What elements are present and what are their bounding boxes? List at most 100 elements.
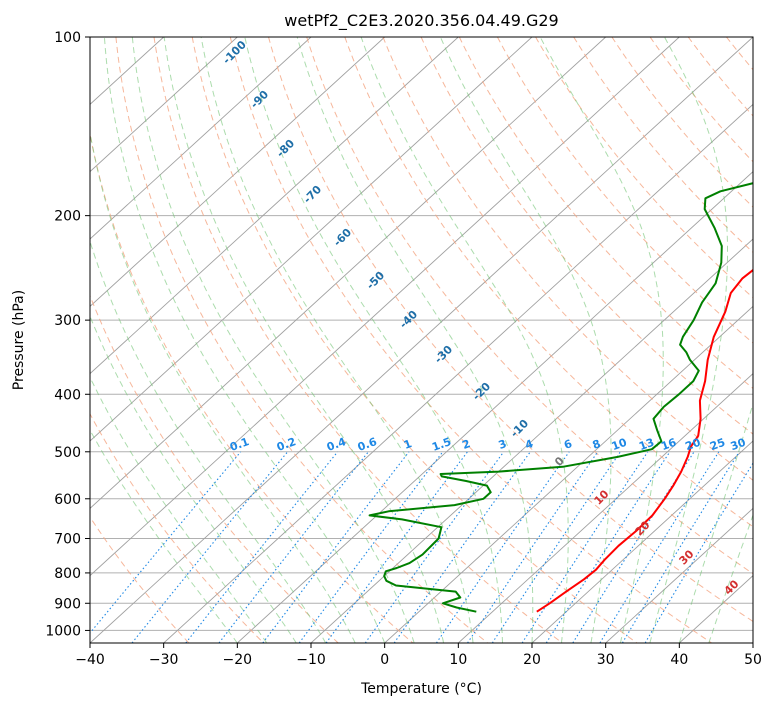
isotherm-line [163, 103, 753, 643]
x-axis-title: Temperature (°C) [360, 681, 482, 697]
mixing-ratio-line [185, 451, 339, 643]
x-tick-label: −20 [223, 652, 253, 668]
isotherm-line [310, 238, 753, 643]
y-tick-label: 600 [54, 492, 81, 508]
x-tick-label: 10 [449, 652, 467, 668]
mixing-ratio-label: 20 [683, 436, 702, 454]
chart-title: wetPf2_C2E3.2020.356.04.49.G29 [284, 11, 558, 31]
isotherm-line [90, 37, 607, 509]
moist-adiabat-line [296, 37, 534, 643]
x-tick-label: 20 [523, 652, 541, 668]
mixing-ratio-line [467, 451, 599, 643]
moist-adiabat-line [244, 37, 503, 643]
mixing-ratio-label: 13 [637, 436, 656, 453]
isotherm-line [90, 37, 459, 375]
y-tick-label: 500 [54, 445, 81, 461]
moist-adiabat-line [103, 37, 386, 643]
mixing-ratio-line [90, 451, 242, 634]
mixing-ratio-line [364, 451, 505, 643]
isotherm-line [90, 37, 386, 307]
moist-adiabat-line [90, 376, 268, 643]
isotherm-line [90, 37, 533, 442]
dewpoint-line [368, 182, 753, 613]
y-axis-title: Pressure (hPa) [11, 290, 27, 390]
moist-adiabat-line [200, 37, 474, 643]
mixing-ratio-line [325, 451, 468, 643]
dry-adiabat-line [268, 37, 753, 623]
mixing-ratio-label: 3 [497, 437, 509, 452]
mixing-ratio-line [491, 451, 621, 643]
mixing-ratio-label: 30 [729, 436, 748, 454]
x-tick-label: −10 [296, 652, 326, 668]
mixing-ratio-label: 2 [460, 437, 472, 452]
dry-adiabat-line [153, 37, 563, 643]
dry-adiabat-line [90, 294, 339, 643]
mixing-ratio-line [262, 451, 410, 643]
mixing-ratio-line [572, 451, 695, 643]
moist-adiabat-line [90, 429, 238, 643]
isotherm-line [90, 37, 312, 240]
mixing-ratio-line [621, 451, 740, 643]
dry-adiabat-line [535, 37, 753, 299]
x-tick-label: 40 [670, 652, 688, 668]
isotherm-line [236, 171, 753, 643]
plot-frame [89, 36, 754, 644]
mixing-ratio-line [435, 451, 570, 643]
mixing-ratio-label: 1.5 [430, 435, 453, 454]
x-tick-label: −30 [149, 652, 179, 668]
x-tick-label: 50 [744, 652, 762, 668]
dry-adiabat-line [90, 516, 190, 643]
profile-series [368, 182, 753, 613]
mixing-ratio-label: 0.1 [228, 435, 251, 454]
moist-adiabat-line [90, 129, 356, 643]
y-tick-label: 200 [54, 209, 81, 225]
isotherm-line [457, 373, 753, 643]
isotherm-line [90, 37, 753, 643]
isotherm-line [384, 305, 753, 643]
dry-adiabat-line [573, 37, 753, 254]
dry-adiabat-line [90, 412, 264, 643]
y-tick-label: 800 [54, 566, 81, 582]
mixing-ratio-line [644, 462, 753, 643]
moist-adiabat-line [439, 37, 612, 643]
isotherm-line [531, 440, 753, 643]
dry-adiabat-line [115, 37, 488, 643]
y-tick-label: 300 [54, 313, 81, 329]
y-tick-label: 100 [54, 30, 81, 46]
mixing-ratio-label: 4 [523, 437, 535, 452]
mixing-ratio-label: 0.4 [325, 435, 348, 454]
moist-adiabat-line [90, 314, 297, 643]
moist-adiabat-line [649, 37, 728, 643]
mixing-ratio-label: 0.6 [356, 435, 379, 454]
mixing-ratio-line [393, 451, 531, 643]
moist-adiabat-line [131, 37, 415, 643]
mixing-ratio-line [298, 451, 444, 643]
dry-adiabat-line [420, 37, 753, 435]
dry-adiabat-line [191, 37, 638, 643]
isotherm-line [605, 507, 753, 643]
mixing-ratio-label: 10 [610, 436, 629, 454]
mixing-ratio-label: 0.2 [275, 435, 298, 454]
mixing-ratio-line [521, 451, 649, 643]
isotherm-line [90, 37, 680, 577]
axes: −40 −30 −20 −10 0 10 20 30 40 5010020030040050060… [45, 30, 762, 668]
x-tick-label: −40 [75, 652, 105, 668]
dry-adiabat-line [306, 37, 753, 575]
mixing-ratio-label: 1 [402, 437, 414, 452]
moist-adiabat-line [678, 401, 753, 643]
y-tick-label: 900 [54, 596, 81, 612]
y-tick-label: 400 [54, 387, 81, 403]
mixing-ratio-line [545, 451, 671, 643]
dry-adiabat-line [229, 37, 712, 643]
moist-adiabat-line [163, 37, 445, 643]
y-tick-label: 1000 [45, 623, 81, 639]
moist-adiabat-line [90, 239, 327, 643]
y-tick-label: 700 [54, 532, 81, 548]
moist-adiabat-line [539, 37, 664, 643]
moist-adiabat-line [708, 513, 753, 643]
moist-adiabat-line [360, 37, 569, 643]
mixing-ratio-label: 8 [591, 437, 603, 452]
dry-adiabat-line [382, 37, 753, 481]
thermo-overlays [90, 37, 753, 643]
